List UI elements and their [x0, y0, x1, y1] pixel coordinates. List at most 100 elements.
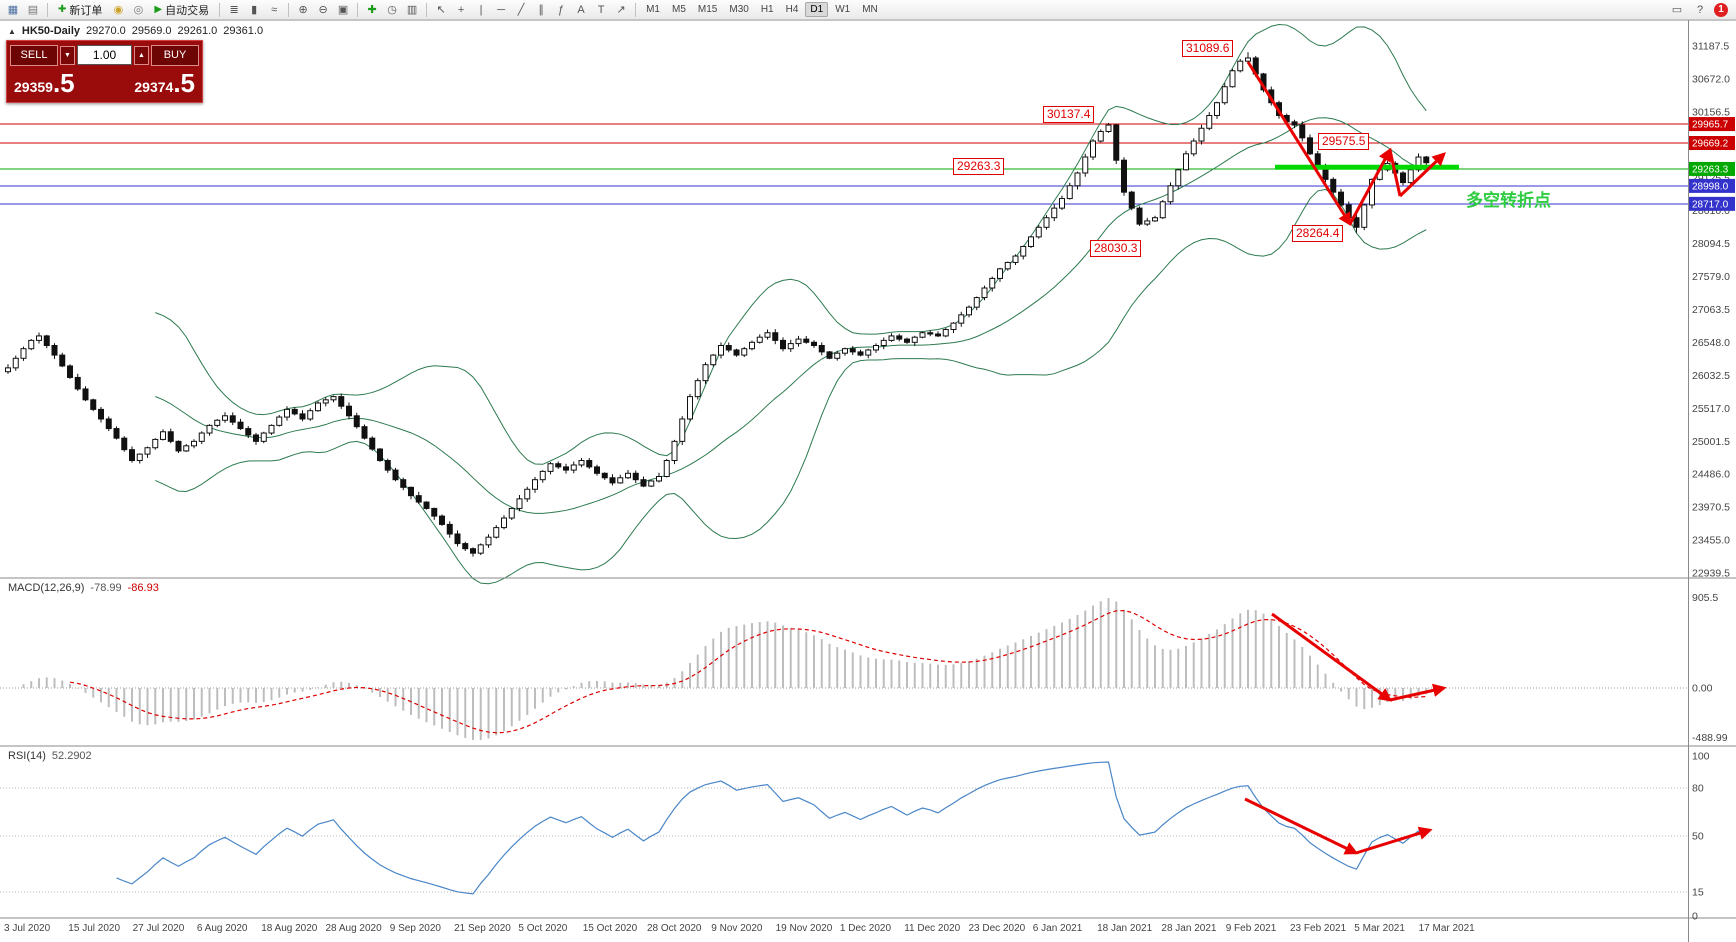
trendline-icon[interactable]: ╱ — [517, 4, 525, 16]
timeframe-m30[interactable]: M30 — [729, 4, 749, 15]
rsi-name: RSI(14) — [8, 750, 46, 762]
svg-text:31187.5: 31187.5 — [1692, 41, 1729, 53]
svg-text:22939.5: 22939.5 — [1692, 568, 1730, 580]
price-annotation[interactable]: 28030.3 — [1090, 240, 1142, 257]
timeframe-mn[interactable]: MN — [862, 4, 878, 15]
timeframe-d1[interactable]: D1 — [805, 2, 829, 17]
new-chart-icon[interactable]: ▦ — [7, 4, 19, 16]
macd-label: MACD(12,26,9) -78.99 -86.93 — [8, 582, 159, 594]
trend-arrow[interactable] — [1355, 826, 1433, 855]
svg-text:27 Jul 2020: 27 Jul 2020 — [133, 923, 185, 934]
toolbar-separator — [288, 2, 290, 17]
cursor-icon[interactable]: ↖ — [436, 4, 446, 16]
svg-text:28717.0: 28717.0 — [1692, 199, 1729, 210]
line-chart-icon[interactable]: ≈ — [271, 3, 278, 16]
indicators-icon[interactable]: ✚ — [367, 4, 377, 16]
toolbar-right: ▭? 1 — [1668, 2, 1732, 18]
market-watch-icon[interactable]: ◉ — [113, 4, 124, 16]
svg-text:19 Nov 2020: 19 Nov 2020 — [776, 923, 833, 934]
svg-text:23970.5: 23970.5 — [1692, 502, 1730, 514]
svg-text:25517.0: 25517.0 — [1692, 403, 1730, 415]
trend-arrow[interactable] — [1389, 683, 1447, 702]
ohlc-high: 29569.0 — [131, 25, 172, 37]
svg-text:28094.5: 28094.5 — [1692, 238, 1730, 250]
autotrade-button-label: 自动交易 — [165, 4, 210, 17]
volume-down-button[interactable]: ▼ — [60, 45, 75, 65]
periods-icon[interactable]: ◷ — [387, 4, 397, 16]
price-annotation[interactable]: 28264.4 — [1292, 225, 1344, 242]
svg-text:3 Jul 2020: 3 Jul 2020 — [4, 923, 51, 934]
fibonacci-icon[interactable]: ƒ — [558, 3, 565, 16]
svg-text:23 Feb 2021: 23 Feb 2021 — [1290, 923, 1347, 934]
trend-arrow[interactable] — [1246, 61, 1352, 227]
svg-text:1 Dec 2020: 1 Dec 2020 — [840, 923, 892, 934]
label-icon[interactable]: T — [597, 3, 605, 16]
svg-text:0.00: 0.00 — [1692, 683, 1713, 695]
timeframe-m15[interactable]: M15 — [697, 4, 718, 15]
channel-icon[interactable]: ∥ — [538, 4, 544, 16]
svg-text:-488.99: -488.99 — [1692, 732, 1728, 744]
price-annotation[interactable]: 31089.6 — [1182, 40, 1234, 57]
buy-button[interactable]: BUY — [151, 44, 199, 66]
autotrade-button-icon: ▶ — [154, 4, 163, 15]
trend-arrow[interactable] — [1348, 147, 1392, 225]
ohlc-close: 29361.0 — [223, 25, 264, 37]
autotrade-button[interactable]: ▶ 自动交易 — [149, 2, 214, 18]
macd-value-signal: -86.93 — [127, 582, 159, 594]
trend-arrow[interactable] — [1398, 152, 1446, 198]
timeframe-m5[interactable]: M5 — [672, 4, 686, 15]
rsi-label: RSI(14) 52.2902 — [8, 750, 92, 762]
trend-arrow[interactable] — [1271, 612, 1393, 702]
templates-icon[interactable]: ▥ — [406, 4, 418, 16]
volume-up-button[interactable]: ▲ — [134, 45, 149, 65]
svg-text:9 Nov 2020: 9 Nov 2020 — [711, 923, 763, 934]
buy-price: 29374.5 — [134, 70, 195, 96]
ohlc-low: 29261.0 — [177, 25, 218, 37]
text-icon[interactable]: A — [577, 3, 585, 16]
volume-input[interactable] — [77, 45, 132, 65]
new-order-button[interactable]: ✚ 新订单 — [53, 2, 107, 18]
help-icon[interactable]: ? — [1696, 3, 1704, 16]
trend-arrow[interactable] — [1244, 797, 1359, 855]
timeframe-m1[interactable]: M1 — [646, 4, 660, 15]
timeframe-h1[interactable]: H1 — [760, 4, 774, 15]
svg-text:15 Oct 2020: 15 Oct 2020 — [583, 923, 638, 934]
symbol-period: HK50-Daily — [21, 25, 80, 37]
price-annotation[interactable]: 29575.5 — [1318, 133, 1370, 150]
svg-text:28 Oct 2020: 28 Oct 2020 — [647, 923, 702, 934]
chart-title: ▲ HK50-Daily 29270.0 29569.0 29261.0 293… — [8, 25, 263, 37]
svg-text:23455.0: 23455.0 — [1692, 535, 1730, 547]
sell-button[interactable]: SELL — [10, 44, 58, 66]
svg-text:26548.0: 26548.0 — [1692, 337, 1730, 349]
svg-text:30672.0: 30672.0 — [1692, 73, 1730, 85]
zoom-in-icon[interactable]: ⊕ — [298, 4, 308, 16]
price-annotation[interactable]: 29263.3 — [953, 158, 1005, 175]
chart-profiles-icon[interactable]: ▤ — [27, 4, 39, 16]
bar-chart-icon[interactable]: ≣ — [229, 4, 239, 16]
macd-name: MACD(12,26,9) — [8, 582, 85, 594]
svg-text:24486.0: 24486.0 — [1692, 469, 1730, 481]
timeframe-h4[interactable]: H4 — [785, 4, 799, 15]
svg-text:23 Dec 2020: 23 Dec 2020 — [969, 923, 1026, 934]
arrows-tool-icon[interactable]: ↗ — [616, 4, 626, 16]
navigator-icon[interactable]: ◎ — [133, 4, 144, 16]
svg-text:905.5: 905.5 — [1692, 592, 1718, 604]
horizontal-line-icon[interactable]: ─ — [497, 3, 505, 16]
timeframe-w1[interactable]: W1 — [835, 4, 851, 15]
crosshair-icon[interactable]: + — [457, 3, 465, 16]
toolbar-separator — [219, 2, 221, 17]
notification-badge[interactable]: 1 — [1714, 2, 1728, 17]
window-list-icon[interactable]: ▭ — [1671, 4, 1683, 16]
vertical-line-icon[interactable]: | — [479, 3, 483, 16]
tile-windows-icon[interactable]: ▣ — [337, 4, 349, 16]
turning-point-label[interactable]: 多空转折点 — [1466, 191, 1551, 210]
price-annotation[interactable]: 30137.4 — [1043, 106, 1095, 123]
candlestick-chart-icon[interactable]: ▮ — [251, 4, 258, 16]
new-order-button-icon: ✚ — [58, 4, 67, 15]
zoom-out-icon[interactable]: ⊖ — [318, 4, 328, 16]
svg-text:9 Sep 2020: 9 Sep 2020 — [390, 923, 442, 934]
trend-arrow[interactable] — [1388, 149, 1402, 197]
svg-text:11 Dec 2020: 11 Dec 2020 — [904, 923, 960, 934]
